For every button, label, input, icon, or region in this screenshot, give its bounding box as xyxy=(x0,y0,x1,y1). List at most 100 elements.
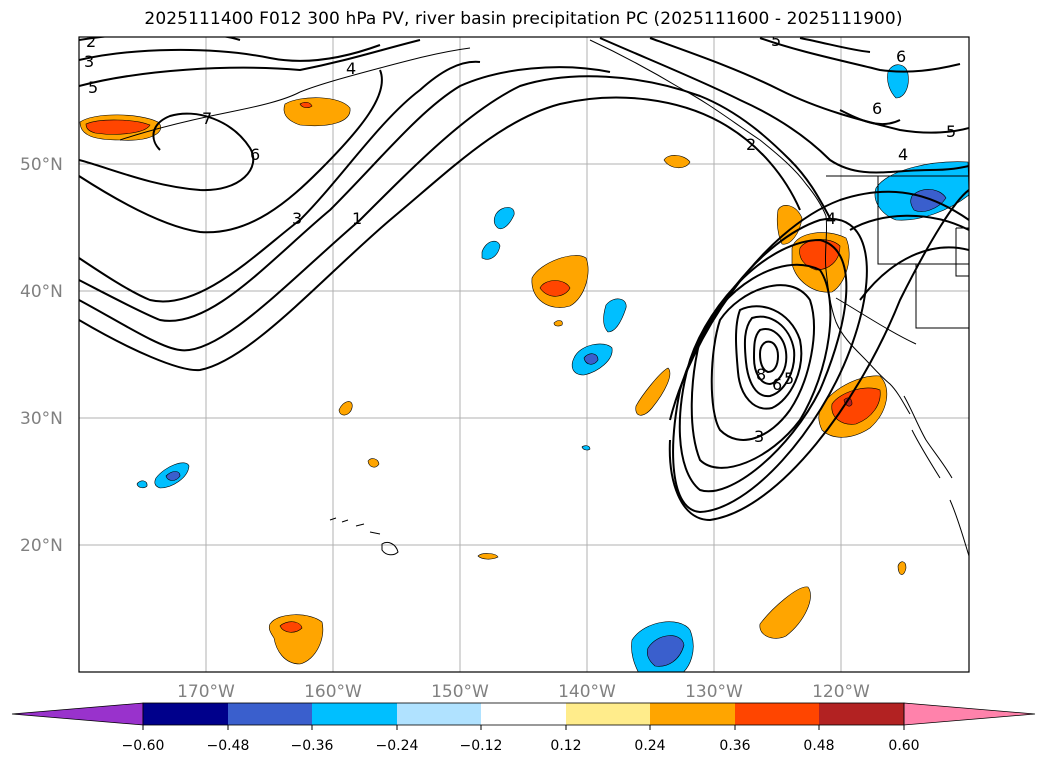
precip-region xyxy=(583,353,599,365)
lat-label-30n: 30°N xyxy=(20,409,63,429)
contour-label: 4 xyxy=(826,209,836,228)
contour-label: 1 xyxy=(352,209,362,228)
pv-contour xyxy=(599,37,969,174)
precip-region xyxy=(481,240,501,260)
contour-label: 3 xyxy=(84,52,94,71)
lat-label-20n: 20°N xyxy=(20,536,63,556)
lat-label-40n: 40°N xyxy=(20,282,63,302)
pv-contour xyxy=(752,328,788,386)
precip-region xyxy=(493,207,515,229)
pv-contour xyxy=(669,190,969,421)
lon-label-160w: 160°W xyxy=(304,682,362,702)
pv-contour xyxy=(849,214,969,231)
colorbar-swatch xyxy=(481,703,566,725)
contour-label: 2 xyxy=(746,135,756,154)
precip-region xyxy=(553,320,563,327)
colorbar-tick-label: 0.24 xyxy=(634,738,665,754)
state-border xyxy=(915,264,969,329)
pv-contour xyxy=(79,75,831,352)
pv-contour xyxy=(758,340,780,374)
colorbar-tick-label: −0.12 xyxy=(460,738,503,754)
coastline-baja xyxy=(903,395,953,479)
colorbar-tick-label: 0.48 xyxy=(803,738,834,754)
lon-label-130w: 130°W xyxy=(685,682,743,702)
pv-contour xyxy=(678,238,848,493)
colorbar-swatch xyxy=(143,703,228,725)
lat-label-50n: 50°N xyxy=(20,155,63,175)
state-border xyxy=(877,176,969,265)
colorbar-outline xyxy=(142,702,905,726)
precip-region xyxy=(663,155,691,169)
pv-contour xyxy=(79,44,381,62)
longitude-labels: 170°W 160°W 150°W 140°W 130°W 120°W xyxy=(177,682,870,702)
contour-label: 4 xyxy=(346,59,356,78)
coastlines xyxy=(119,39,969,557)
pv-contour xyxy=(79,112,255,192)
pv-contour xyxy=(79,60,481,303)
map-frame xyxy=(78,36,970,673)
precip-region xyxy=(165,471,181,481)
colorbar-extend-max xyxy=(903,702,1036,726)
hawaii-islands xyxy=(329,517,399,556)
contour-label-group: 2 3 5 4 7 6 3 1 5 6 6 5 4 4 8 6 5 3 2 xyxy=(84,31,956,446)
precip-region xyxy=(603,298,627,333)
pv-contour xyxy=(79,39,421,87)
pv-contour xyxy=(649,37,969,134)
contour-label: 6 xyxy=(772,375,782,394)
coastline-mexico xyxy=(949,499,969,557)
precip-region xyxy=(279,621,303,633)
aleutian-islands xyxy=(119,91,301,141)
contour-label: 4 xyxy=(898,145,908,164)
colorbar-tick-label: 0.60 xyxy=(888,738,919,754)
colorbar-tick-label: −0.48 xyxy=(207,738,250,754)
precip-region xyxy=(581,445,591,451)
map-title: 2025111400 F012 300 hPa PV, river basin … xyxy=(144,9,903,29)
colorbar-swatch xyxy=(312,703,397,725)
precip-region xyxy=(367,458,380,468)
colorbar-tick-label: −0.24 xyxy=(376,738,419,754)
contour-label: 3 xyxy=(754,427,764,446)
colorbar-tick-label: −0.60 xyxy=(122,738,165,754)
lon-label-140w: 140°W xyxy=(558,682,616,702)
contour-label: 6 xyxy=(896,47,906,66)
pv-contour xyxy=(690,263,832,469)
lon-label-120w: 120°W xyxy=(812,682,870,702)
precip-region xyxy=(646,635,685,667)
state-border xyxy=(835,297,917,345)
pv-contour xyxy=(668,189,969,522)
precip-region xyxy=(338,401,353,416)
pv-contour xyxy=(79,66,611,322)
lon-label-150w: 150°W xyxy=(431,682,489,702)
lon-label-170w: 170°W xyxy=(177,682,235,702)
pv-contour xyxy=(759,37,961,73)
contour-label: 5 xyxy=(946,122,956,141)
contour-label: 5 xyxy=(771,31,781,50)
contour-label: 6 xyxy=(872,99,882,118)
colorbar-swatch xyxy=(397,703,481,725)
pv-contours xyxy=(79,37,969,522)
pv-contour xyxy=(735,305,803,410)
colorbar-swatch xyxy=(735,703,819,725)
pv-contour xyxy=(799,37,871,53)
precip-region xyxy=(539,280,571,297)
precip-region xyxy=(759,586,811,639)
contour-label: 8 xyxy=(756,365,766,384)
colorbar-swatch xyxy=(566,703,650,725)
contour-label: 6 xyxy=(250,145,260,164)
precip-region xyxy=(635,367,671,416)
map-background xyxy=(79,37,969,672)
colorbar-ticks xyxy=(142,725,905,730)
coastline-west-us xyxy=(824,215,911,415)
pv-contour xyxy=(743,315,796,398)
pv-contour xyxy=(710,284,815,441)
contour-label: 5 xyxy=(88,78,98,97)
precip-region xyxy=(887,64,909,99)
state-border xyxy=(955,227,969,277)
contour-label: 5 xyxy=(784,369,794,388)
colorbar-swatch xyxy=(819,703,904,725)
precip-region xyxy=(477,553,499,560)
colorbar-tick-label: −0.36 xyxy=(291,738,334,754)
precip-region xyxy=(136,480,148,489)
colorbar-tick-label: 0.36 xyxy=(719,738,750,754)
